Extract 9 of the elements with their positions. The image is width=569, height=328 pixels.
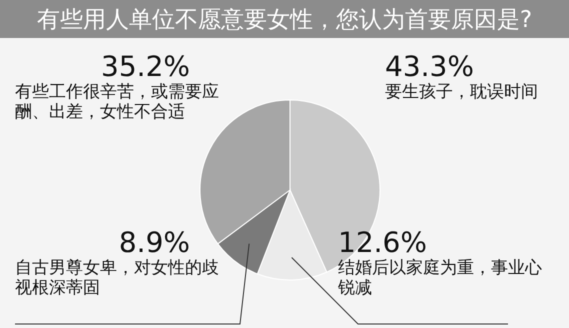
data-label: 43.3%: [385, 50, 474, 83]
data-label: 8.9%: [118, 226, 190, 259]
slice-label: 有些工作很辛苦，或需要应酬、出差，女性不合适: [15, 82, 220, 122]
slice-label: 要生孩子，耽误时间: [385, 82, 539, 102]
slice-label: 自古男尊女卑，对女性的歧视根深蒂固: [15, 258, 220, 298]
data-label: 35.2%: [101, 50, 190, 83]
chart-title: 有些用人单位不愿意要女性，您认为首要原因是?: [36, 7, 532, 33]
slice-label: 结婚后以家庭为重，事业心锐减: [338, 258, 543, 298]
data-label: 12.6%: [338, 226, 427, 259]
